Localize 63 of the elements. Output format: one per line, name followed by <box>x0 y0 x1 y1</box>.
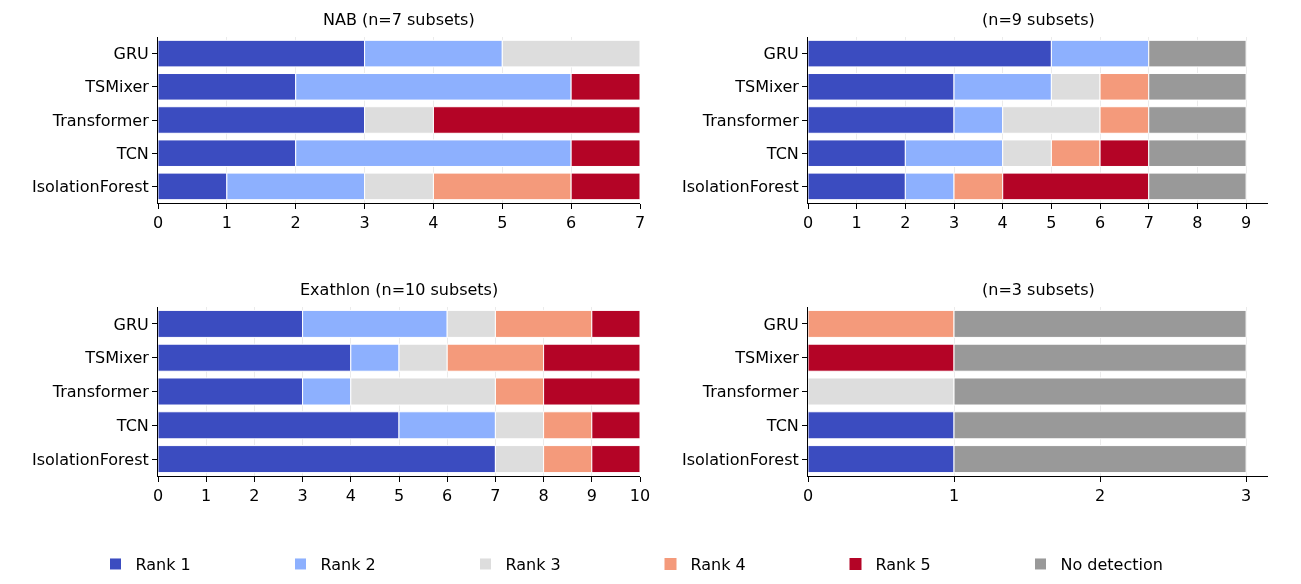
x-tick-label: 1 <box>851 213 862 233</box>
y-tick-label: TSMixer <box>734 348 800 368</box>
y-tick-label: GRU <box>113 44 149 64</box>
x-tick-label: 7 <box>490 486 501 506</box>
x-tick-label: 3 <box>297 486 308 506</box>
x-tick-label: 10 <box>629 486 651 506</box>
y-tick-label: GRU <box>763 314 799 334</box>
chart-title: Exathlon (n=10 subsets) <box>300 280 499 299</box>
y-tick-label: TCN <box>765 415 799 435</box>
x-tick-label: 0 <box>152 486 164 506</box>
y-tick-label: TSMixer <box>734 77 800 97</box>
x-tick-label: 2 <box>249 486 260 506</box>
x-tick-label: 6 <box>566 213 577 233</box>
y-tick-label: GRU <box>763 44 799 64</box>
legend-label: Rank 3 <box>505 555 561 575</box>
x-tick-label: 2 <box>1094 486 1106 506</box>
legend-label: Rank 4 <box>690 555 746 575</box>
legend-label: Rank 1 <box>135 555 191 575</box>
legend-label: Rank 2 <box>320 555 376 575</box>
y-tick-label: Transformer <box>51 110 150 130</box>
x-tick-label: 1 <box>201 486 212 506</box>
x-tick-label: 0 <box>802 486 814 506</box>
y-tick-label: IsolationForest <box>681 449 799 469</box>
y-tick-label: IsolationForest <box>681 177 799 196</box>
x-tick-label: 8 <box>1192 213 1203 233</box>
chart-title: (n=3 subsets) <box>982 280 1095 299</box>
y-tick-label: Transformer <box>701 382 800 402</box>
chart-title: NAB (n=7 subsets) <box>323 10 475 29</box>
y-tick-label: Transformer <box>51 382 150 402</box>
x-tick-label: 6 <box>442 486 453 506</box>
y-tick-label: TCN <box>115 143 149 163</box>
chart-title: (n=9 subsets) <box>982 10 1095 29</box>
x-tick-label: 4 <box>997 213 1008 233</box>
x-tick-label: 3 <box>359 213 370 233</box>
legend-label: Rank 5 <box>875 555 931 575</box>
x-tick-label: 2 <box>900 213 911 233</box>
y-tick-label: TCN <box>115 415 149 435</box>
x-tick-label: 5 <box>393 486 405 506</box>
x-tick-label: 6 <box>1094 213 1106 233</box>
x-tick-label: 8 <box>538 486 549 506</box>
legend-label: No detection <box>1060 555 1163 575</box>
y-tick-label: IsolationForest <box>31 449 149 469</box>
x-tick-label: 1 <box>221 213 232 233</box>
y-tick-label: GRU <box>113 314 149 334</box>
y-tick-label: IsolationForest <box>31 177 149 196</box>
x-tick-label: 0 <box>152 213 164 233</box>
x-tick-label: 4 <box>428 213 439 233</box>
x-tick-label: 7 <box>1143 213 1154 233</box>
x-tick-label: 1 <box>948 486 960 506</box>
x-tick-label: 3 <box>1241 486 1252 506</box>
y-tick-label: Transformer <box>701 110 800 130</box>
y-tick-label: TSMixer <box>84 77 150 97</box>
x-tick-label: 7 <box>634 213 646 233</box>
x-tick-label: 3 <box>948 213 960 233</box>
x-tick-label: 9 <box>586 486 597 506</box>
y-tick-label: TCN <box>765 143 799 163</box>
x-tick-label: 4 <box>345 486 356 506</box>
x-tick-label: 9 <box>1241 213 1252 233</box>
x-tick-label: 5 <box>497 213 508 233</box>
x-tick-label: 0 <box>802 213 814 233</box>
y-tick-label: TSMixer <box>84 348 150 368</box>
x-tick-label: 2 <box>290 213 301 233</box>
x-tick-label: 5 <box>1046 213 1057 233</box>
